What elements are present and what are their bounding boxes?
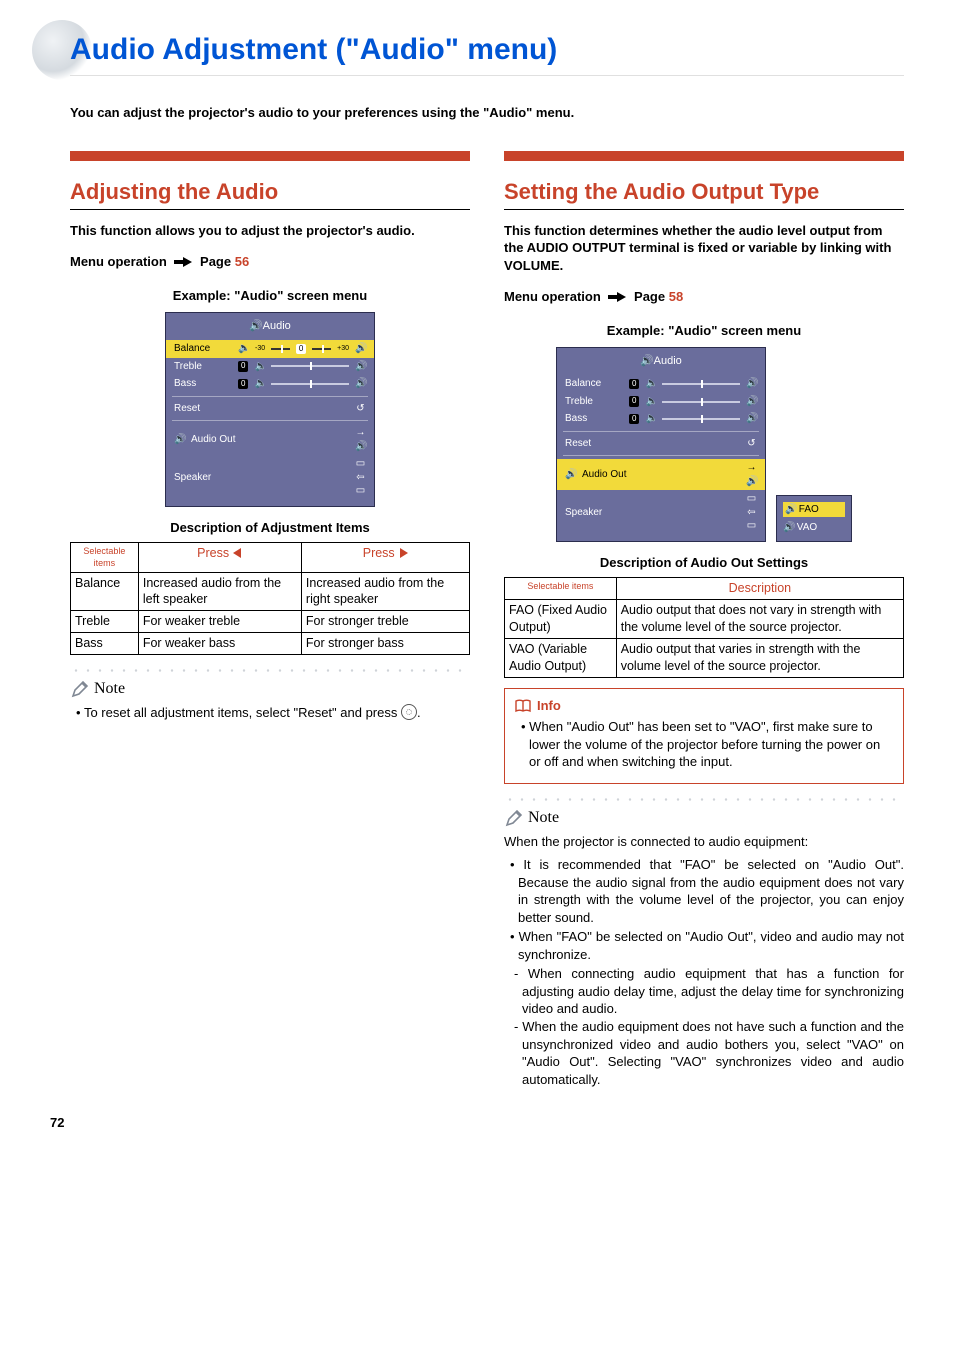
reset-icon: ↺ [355,402,366,416]
osd-balance-value: 0 [296,344,306,355]
note-label: Note [528,807,559,829]
table-cell: For stronger bass [301,633,469,655]
osd-row-bass: Bass [174,377,232,391]
osd-value: 0 [629,379,639,390]
menu-operation-right: Menu operation Page 58 [504,288,904,308]
table-cell: For weaker bass [138,633,301,655]
arrow-right-icon [608,290,626,308]
arrow-right-icon [174,255,192,273]
page-link[interactable]: 58 [669,289,683,304]
table-cell: Increased audio from the left speaker [138,572,301,611]
info-label: Info [537,697,561,715]
note-divider [70,669,470,672]
note-item: It is recommended that "FAO" be selected… [510,856,904,926]
desc-title-left: Description of Adjustment Items [70,519,470,537]
osd-row-reset: Reset [565,437,623,451]
table-cell: Balance [71,572,139,611]
th-description: Description [616,578,903,600]
th-press-left: Press [138,543,301,572]
note-item: When "FAO" be selected on "Audio Out", v… [510,928,904,963]
desc-title-right: Description of Audio Out Settings [504,554,904,572]
popup-fao: FAO [799,504,819,515]
menu-op-prefix: Menu operation [504,289,601,304]
page-title: Audio Adjustment ("Audio" menu) [70,30,904,76]
menu-op-prefix: Menu operation [70,254,167,269]
osd-row-speaker: Speaker [174,471,232,485]
note-item: To reset all adjustment items, select "R… [84,705,401,720]
osd-balance-left-mark: -30 [255,344,265,353]
section-heading-output: Setting the Audio Output Type [504,177,904,210]
note-subitem: When connecting audio equipment that has… [514,965,904,1018]
table-cell: For weaker treble [138,611,301,633]
menu-op-page-label: Page [634,289,665,304]
info-box: Info When "Audio Out" has been set to "V… [504,688,904,784]
info-book-icon [515,699,531,713]
page-intro: You can adjust the projector's audio to … [70,104,904,122]
table-cell: Treble [71,611,139,633]
section-bar-right [504,151,904,161]
menu-op-page-label: Page [200,254,231,269]
popup-vao: VAO [797,522,817,533]
table-cell: Increased audio from the right speaker [301,572,469,611]
note-intro: When the projector is connected to audio… [504,833,904,851]
osd-value: 0 [629,414,639,425]
osd-title: Audio [654,355,682,367]
example-title-right: Example: "Audio" screen menu [504,322,904,340]
section-bar-left [70,151,470,161]
osd-treble-value: 0 [238,361,248,372]
note-pencil-icon [70,679,90,699]
osd-row-speaker: Speaker [565,506,623,520]
th-press-right: Press [301,543,469,572]
section-heading-adjusting: Adjusting the Audio [70,177,470,210]
osd-row-treble: Treble [174,360,232,374]
table-cell: Audio output that does not vary in stren… [616,600,903,639]
enter-button-icon [401,704,417,720]
menu-operation-left: Menu operation Page 56 [70,253,470,273]
note-subitem: When the audio equipment does not have s… [514,1018,904,1088]
osd-bass-value: 0 [238,379,248,390]
osd-screenshot-left: 🔊 Audio Balance 🔈-30 0 +30🔊 Treble0🔈🔊 Ba… [165,312,375,506]
audioout-table: Selectable items Description FAO (Fixed … [504,577,904,677]
osd-screenshot-right: 🔊 Audio Balance0🔈🔊 Treble0🔈🔊 Bass0🔈🔊 Res… [556,347,766,541]
adjustment-table: Selectable items Press Press BalanceIncr… [70,542,470,655]
table-cell: FAO (Fixed Audio Output) [505,600,617,639]
note-divider [504,798,904,801]
osd-row-audioout: Audio Out [191,433,235,447]
table-cell: Audio output that varies in strength wit… [616,638,903,677]
th-selectable: Selectable items [71,543,139,572]
osd-popup: 🔊 FAO 🔊 VAO [776,495,852,542]
table-cell: For stronger treble [301,611,469,633]
osd-value: 0 [629,396,639,407]
page-link[interactable]: 56 [235,254,249,269]
osd-row-balance: Balance [174,342,232,356]
osd-balance-right-mark: +30 [337,344,349,353]
example-title-left: Example: "Audio" screen menu [70,287,470,305]
table-cell: Bass [71,633,139,655]
note-label: Note [94,678,125,700]
section-lead-adjusting: This function allows you to adjust the p… [70,222,470,240]
osd-row-bass: Bass [565,412,623,426]
section-lead-output: This function determines whether the aud… [504,222,904,275]
osd-row-reset: Reset [174,402,232,416]
osd-row-balance: Balance [565,377,623,391]
note-body-left: To reset all adjustment items, select "R… [70,704,470,722]
note-pencil-icon [504,808,524,828]
osd-title: Audio [263,320,291,332]
th-selectable: Selectable items [505,578,617,600]
info-item: When "Audio Out" has been set to "VAO", … [521,718,893,771]
page-number: 72 [50,1114,904,1132]
osd-row-treble: Treble [565,395,623,409]
note-body-right: When the projector is connected to audio… [504,833,904,1089]
osd-row-audioout: Audio Out [582,468,626,482]
table-cell: VAO (Variable Audio Output) [505,638,617,677]
